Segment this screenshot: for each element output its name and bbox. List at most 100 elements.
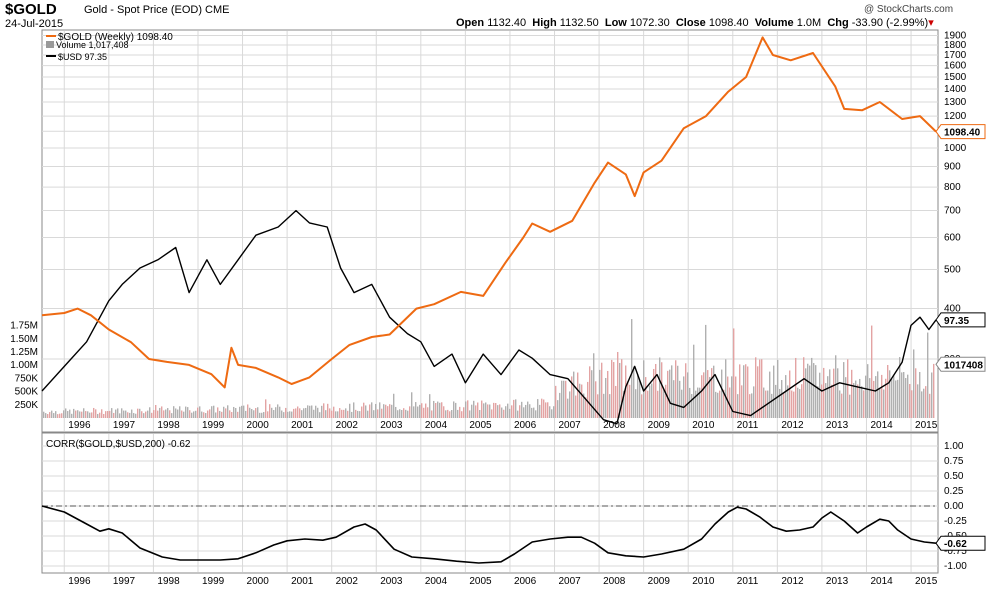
- volume-bar: [597, 394, 599, 418]
- volume-bar: [841, 393, 843, 418]
- volume-bar: [829, 369, 831, 418]
- volume-bar: [437, 401, 439, 418]
- volume-bar: [725, 359, 727, 418]
- volume-bar: [231, 412, 233, 418]
- volume-bar: [207, 410, 209, 418]
- volume-bar: [541, 398, 543, 418]
- volume-bar: [793, 391, 795, 418]
- volume-bar: [821, 384, 823, 418]
- volume-bar: [499, 404, 501, 418]
- volume-bar: [101, 409, 103, 418]
- volume-bar: [771, 393, 773, 418]
- ohlc-readout: Open 1132.40 High 1132.50 Low 1072.30 Cl…: [456, 16, 934, 29]
- volume-bar: [137, 408, 139, 418]
- volume-bar: [599, 369, 601, 418]
- volume-bar: [815, 365, 817, 418]
- volume-bar: [557, 400, 559, 418]
- volume-bar: [59, 413, 61, 418]
- volume-bar: [109, 410, 111, 418]
- volume-bar: [467, 400, 469, 418]
- x-tick-label: 2011: [737, 420, 759, 431]
- volume-bar: [399, 409, 401, 418]
- volume-bar: [133, 413, 135, 418]
- volume-bar: [105, 411, 107, 418]
- volume-bar: [375, 403, 377, 418]
- volume-bar: [631, 319, 633, 418]
- x-tick-label: 2002: [336, 420, 359, 431]
- volume-bar: [415, 402, 417, 418]
- volume-bar: [257, 407, 259, 418]
- volume-bar: [441, 402, 443, 418]
- volume-bar: [83, 408, 85, 418]
- volume-bar: [469, 410, 471, 418]
- volume-bar: [345, 408, 347, 418]
- volume-bar: [301, 410, 303, 418]
- left-volume-tick-label: 1.00M: [10, 360, 38, 371]
- volume-bar: [51, 410, 53, 418]
- gold-series-line: [41, 36, 937, 389]
- volume-bar: [293, 408, 295, 418]
- volume-bar: [219, 410, 221, 418]
- volume-bar: [107, 411, 109, 418]
- indicator-title: CORR($GOLD,$USD,200) -0.62: [46, 439, 191, 450]
- volume-bar: [511, 405, 513, 418]
- volume-bar: [777, 359, 779, 418]
- right-tick-label: 500: [944, 264, 961, 275]
- volume-bar: [507, 403, 509, 418]
- chg-down-arrow-icon: ▾: [928, 17, 934, 29]
- volume-bar: [673, 380, 675, 418]
- volume-bar: [205, 413, 207, 418]
- x-tick-label: 2003: [380, 420, 403, 431]
- volume-bar: [623, 390, 625, 418]
- volume-bar: [661, 362, 663, 418]
- volume-bar: [317, 407, 319, 418]
- x-tick-label: 2004: [425, 576, 448, 587]
- volume-bar: [543, 399, 545, 418]
- volume-bar: [447, 409, 449, 418]
- volume-bar: [241, 405, 243, 418]
- volume-bar: [357, 410, 359, 418]
- volume-bar: [637, 373, 639, 418]
- volume-bar: [695, 390, 697, 418]
- volume-bar: [753, 386, 755, 418]
- volume-bar: [719, 390, 721, 418]
- volume-bar: [45, 413, 47, 418]
- volume-bar: [477, 402, 479, 418]
- volume-bar: [267, 411, 269, 418]
- volume-bar: [123, 410, 125, 418]
- volume-bar: [463, 407, 465, 418]
- volume-bar: [331, 410, 333, 418]
- legend-usd-label: $USD 97.35: [58, 52, 107, 62]
- right-tick-label: 800: [944, 182, 961, 193]
- volume-bar: [263, 412, 265, 418]
- volume-bar: [353, 402, 355, 418]
- volume-bar: [547, 402, 549, 418]
- volume-bar: [913, 349, 915, 418]
- volume-bar: [929, 393, 931, 418]
- x-tick-label: 2005: [469, 576, 492, 587]
- left-volume-tick-label: 1.75M: [10, 321, 38, 332]
- x-tick-label: 2001: [291, 576, 314, 587]
- volume-bar: [287, 411, 289, 418]
- volume-bar: [917, 384, 919, 418]
- volume-bar: [227, 405, 229, 418]
- volume-bar: [911, 390, 913, 418]
- volume-bar: [739, 364, 741, 418]
- volume-bar: [797, 387, 799, 418]
- volume-bar: [403, 408, 405, 418]
- usd-price-tag-label: 97.35: [944, 316, 969, 327]
- volume-bar: [419, 404, 421, 418]
- volume-label: Volume: [754, 17, 794, 29]
- volume-bar: [715, 391, 717, 418]
- main-panel-frame: [41, 29, 939, 433]
- left-volume-tick-label: 750K: [15, 373, 39, 384]
- left-volume-tick-label: 250K: [15, 400, 39, 411]
- volume-bar: [427, 407, 429, 418]
- volume-bar: [339, 408, 341, 418]
- legend-volume-label: Volume 1,017,408: [56, 40, 129, 50]
- x-tick-label: 1999: [202, 420, 225, 431]
- volume-bar: [97, 413, 99, 418]
- volume-bar: [363, 402, 365, 418]
- volume-bar: [125, 410, 127, 418]
